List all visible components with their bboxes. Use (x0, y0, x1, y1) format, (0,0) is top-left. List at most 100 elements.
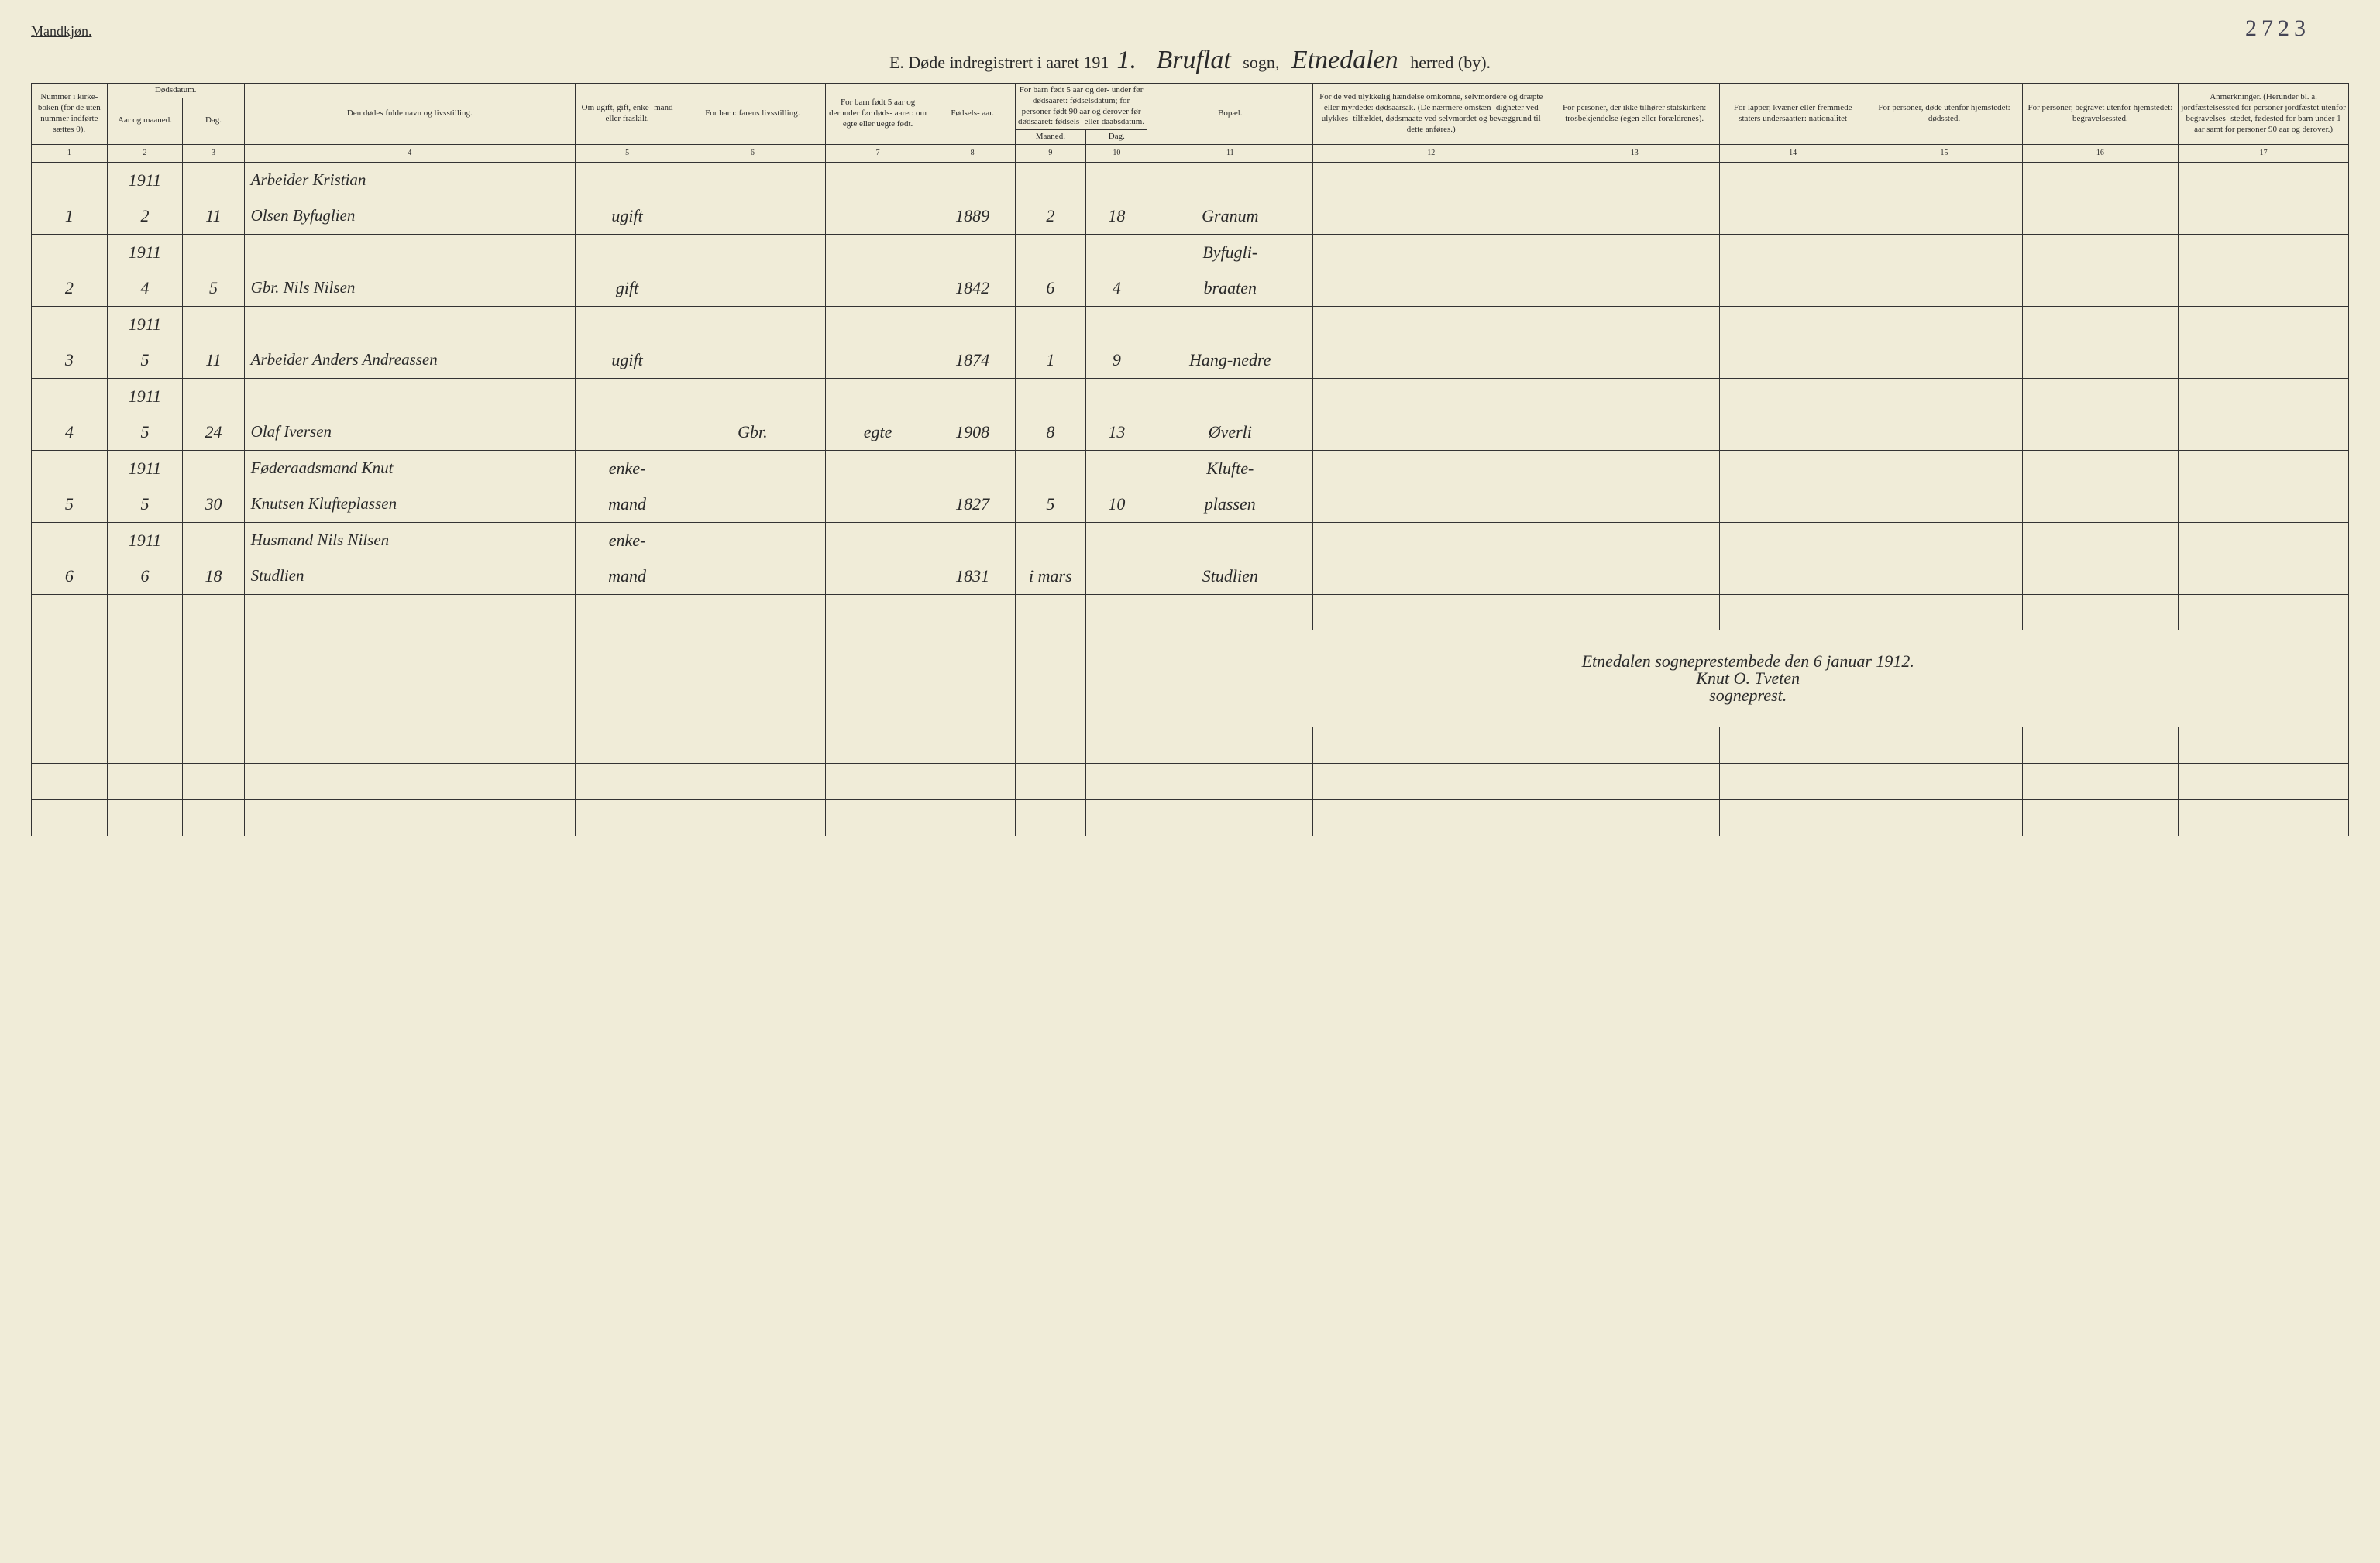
cell (1015, 727, 1086, 763)
cell (826, 727, 930, 763)
cell: Arbeider Kristian (244, 162, 575, 198)
table-row: 1911Byfugli- (32, 234, 2349, 270)
cell (1147, 306, 1313, 342)
cell: 1911 (107, 234, 183, 270)
cell (1015, 450, 1086, 486)
cell (2022, 799, 2178, 836)
col-number: 17 (2179, 144, 2349, 162)
cell (1147, 594, 1313, 630)
cell (1720, 162, 1866, 198)
cell: 1 (1015, 342, 1086, 379)
cell (930, 799, 1015, 836)
cell (679, 162, 826, 198)
col-14-header: For lapper, kvæner eller fremmede stater… (1720, 84, 1866, 145)
cell: 1911 (107, 450, 183, 486)
cell (2022, 234, 2178, 270)
cell: 1842 (930, 270, 1015, 307)
cell (2022, 558, 2178, 595)
cell (1147, 799, 1313, 836)
cell (1720, 727, 1866, 763)
cell: 30 (183, 486, 244, 523)
table-row: 245Gbr. Nils Nilsengift184264braaten (32, 270, 2349, 307)
cell (1720, 763, 1866, 799)
cell (107, 594, 183, 630)
col-3-header: Dag. (183, 98, 244, 144)
cell (930, 594, 1015, 630)
cell (183, 162, 244, 198)
cell (32, 450, 108, 486)
cell (107, 727, 183, 763)
cell (575, 378, 679, 414)
cell: plassen (1147, 486, 1313, 523)
cell: 11 (183, 198, 244, 235)
col-number: 10 (1086, 144, 1147, 162)
cell (1313, 558, 1549, 595)
cell (1313, 522, 1549, 558)
cell: 1911 (107, 162, 183, 198)
cell (575, 234, 679, 270)
cell: 5 (1015, 486, 1086, 523)
cell (826, 522, 930, 558)
cell (1086, 450, 1147, 486)
cell (1147, 378, 1313, 414)
cell (826, 799, 930, 836)
cell: 6 (1015, 270, 1086, 307)
cell: i mars (1015, 558, 1086, 595)
cell (107, 630, 183, 727)
cell: 9 (1086, 342, 1147, 379)
cell: 5 (183, 270, 244, 307)
col-number: 4 (244, 144, 575, 162)
cell (1866, 342, 2022, 379)
cell: 10 (1086, 486, 1147, 523)
cell (1086, 763, 1147, 799)
cell (826, 558, 930, 595)
cell (1720, 594, 1866, 630)
cell: 2 (32, 270, 108, 307)
cell (679, 799, 826, 836)
cell (244, 763, 575, 799)
cell (244, 799, 575, 836)
cell: Studlien (1147, 558, 1313, 595)
year-suffix: 1. (1109, 46, 1144, 74)
cell (1015, 234, 1086, 270)
cell (930, 522, 1015, 558)
cell (1086, 727, 1147, 763)
cell (1866, 162, 2022, 198)
cell: Gbr. Nils Nilsen (244, 270, 575, 307)
cell (679, 234, 826, 270)
cell: 2 (1015, 198, 1086, 235)
cell (1866, 522, 2022, 558)
cell (1866, 799, 2022, 836)
cell (1313, 342, 1549, 379)
cell: 24 (183, 414, 244, 451)
cell: Hang-nedre (1147, 342, 1313, 379)
cell (1015, 306, 1086, 342)
cell (1313, 727, 1549, 763)
cell (183, 450, 244, 486)
col-12-header: For de ved ulykkelig hændelse omkomne, s… (1313, 84, 1549, 145)
cell (679, 558, 826, 595)
cell: 2 (107, 198, 183, 235)
cell (1549, 522, 1720, 558)
cell (183, 630, 244, 727)
cell (826, 594, 930, 630)
cell (1720, 378, 1866, 414)
cell (1549, 198, 1720, 235)
cell: 4 (32, 414, 108, 451)
table-row: 6618Studlienmand1831i marsStudlien (32, 558, 2349, 595)
cell (1015, 763, 1086, 799)
cell: enke- (575, 522, 679, 558)
cell (32, 763, 108, 799)
cell: 5 (107, 342, 183, 379)
cell: Husmand Nils Nilsen (244, 522, 575, 558)
cell (826, 450, 930, 486)
cell (1313, 450, 1549, 486)
cell (575, 763, 679, 799)
cell (1015, 630, 1086, 727)
cell (679, 727, 826, 763)
cell: Gbr. (679, 414, 826, 451)
cell (1015, 162, 1086, 198)
cell: 1 (32, 198, 108, 235)
cell (1549, 486, 1720, 523)
cell: ugift (575, 198, 679, 235)
